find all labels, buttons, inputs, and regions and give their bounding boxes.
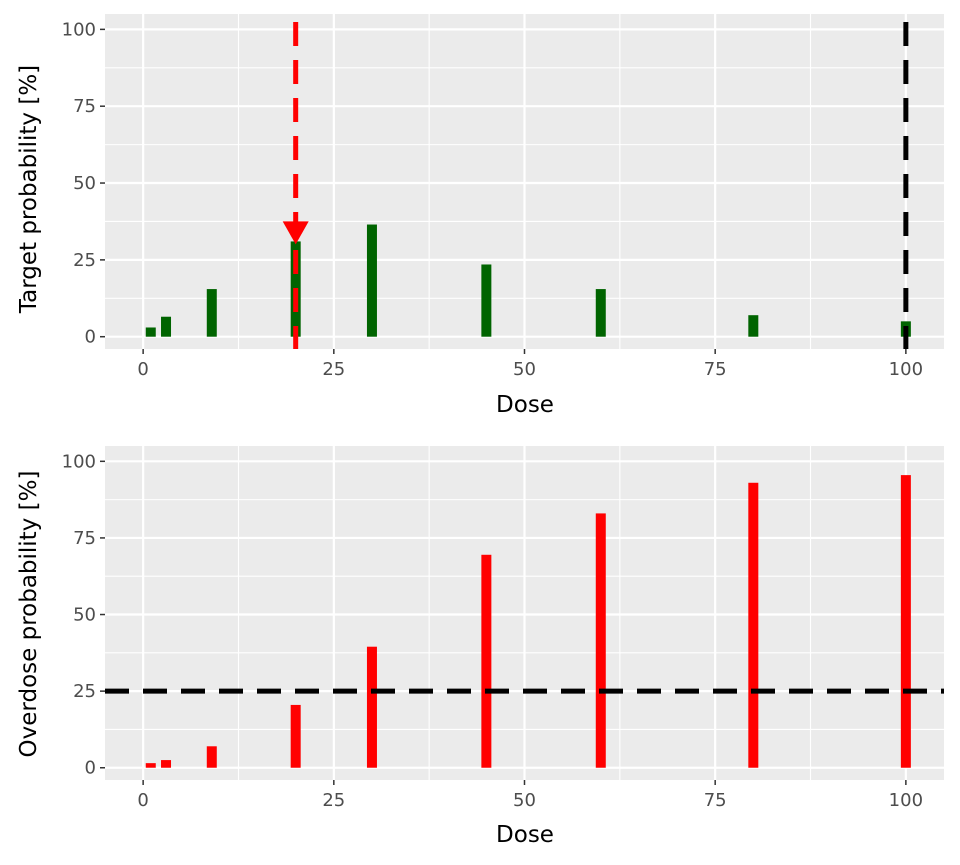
overdose-bar [900,475,911,768]
overdose-bar [481,554,492,768]
overdose-bar [366,646,377,768]
overdose-x-tick-label: 75 [704,790,727,811]
target-y-tick-label: 100 [62,19,96,40]
target-bar [748,315,759,337]
overdose-probability-panel: 0 25 50 75 100 0 25 50 75 100 Overdose probabilit… [16,446,944,848]
target-x-tick-label: 75 [704,359,727,380]
overdose-bar [748,482,759,768]
target-y-axis-title: Target probability [%] [16,65,42,314]
overdose-y-tick-label: 50 [73,605,96,626]
overdose-y-tick-label: 0 [85,758,96,779]
target-y-tick-label: 0 [85,327,96,348]
target-probability-panel: 0 25 50 75 100 0 25 50 75 100 Target probability … [16,14,944,418]
target-x-axis-title: Dose [496,392,554,418]
overdose-x-tick-label: 100 [889,790,923,811]
target-bar [595,289,606,337]
overdose-x-axis-title: Dose [496,822,554,848]
overdose-y-tick-label: 75 [73,528,96,549]
target-triangle-marker [282,221,309,245]
target-x-tick-label: 50 [513,359,536,380]
target-y-tick-label: 25 [73,250,96,271]
overdose-y-tick-label: 100 [62,451,96,472]
overdose-bar [290,704,301,768]
overdose-bar [161,760,172,768]
overdose-bar [206,746,217,768]
overdose-x-tick-label: 50 [513,790,536,811]
overdose-x-tick-label: 25 [322,790,345,811]
target-bar [161,316,172,337]
overdose-x-tick-label: 0 [137,790,148,811]
target-bar [481,264,492,337]
overdose-y-axis-title: Overdose probability [%] [16,471,42,758]
target-x-tick-label: 25 [322,359,345,380]
target-x-tick-label: 100 [889,359,923,380]
target-bar [206,289,217,337]
target-y-tick-label: 75 [73,96,96,117]
target-y-tick-label: 50 [73,173,96,194]
target-bar [366,224,377,337]
overdose-y-tick-label: 25 [73,681,96,702]
target-x-tick-label: 0 [137,359,148,380]
overdose-bar [595,513,606,768]
overdose-bar [145,763,156,768]
target-bar [145,327,156,337]
